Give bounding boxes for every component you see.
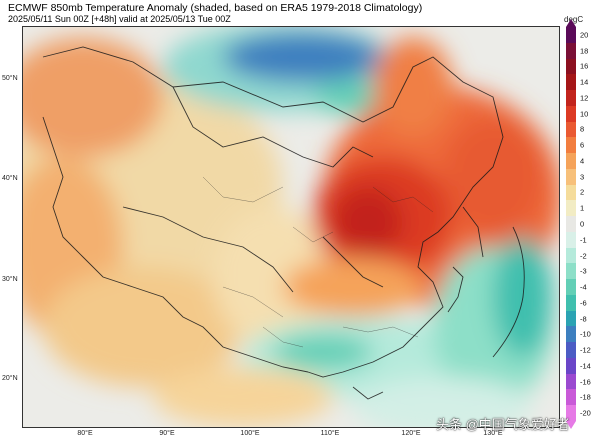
colorbar-tick-label: 1	[580, 203, 585, 213]
colorbar-tick-label: -2	[580, 251, 587, 261]
lon-label-100: 100°E	[240, 430, 260, 437]
coastline-borders	[42, 46, 525, 400]
colorbar-tick-label: -12	[580, 345, 591, 355]
lon-label-90: 90°E	[159, 430, 175, 437]
lon-label-120: 120°E	[401, 430, 421, 437]
watermark: 头条 @中国气象爱好者	[436, 417, 570, 432]
colorbar-tick-label: -20	[580, 408, 591, 418]
lat-label-40: 40°N	[2, 175, 18, 182]
colorbar-tick-label: 16	[580, 61, 589, 71]
colorbar-segment	[566, 105, 576, 123]
lon-label-110: 110°E	[320, 430, 340, 437]
colorbar-tick-label: 20	[580, 30, 589, 40]
colorbar-extend-bottom	[566, 421, 576, 429]
colorbar-segment	[566, 389, 576, 406]
colorbar-segment	[566, 279, 576, 296]
colorbar-tick-label: -3	[580, 266, 587, 276]
colorbar-tick-label: -1	[580, 235, 587, 245]
anomaly-map-canvas	[23, 27, 559, 427]
colorbar-segment	[566, 42, 576, 59]
colorbar-segment	[566, 137, 576, 154]
colorbar-segment	[566, 247, 576, 264]
colorbar-tick-label: -4	[580, 282, 587, 292]
colorbar-tick-label: 0	[580, 219, 585, 229]
colorbar-tick-label: -8	[580, 314, 587, 324]
colorbar-segment	[566, 405, 576, 422]
colorbar-tick-label: 2	[580, 187, 585, 197]
colorbar-segment	[566, 27, 576, 44]
colorbar-segment	[566, 200, 576, 217]
lat-label-20: 20°N	[2, 375, 18, 382]
colorbar-tick-label: 10	[580, 109, 589, 119]
colorbar-tick-label: 12	[580, 93, 589, 103]
colorbar-segment	[566, 231, 576, 249]
colorbar-tick-label: 6	[580, 140, 585, 150]
colorbar-segment	[566, 263, 576, 280]
colorbar-tick-label: 8	[580, 124, 585, 134]
lat-label-50: 50°N	[2, 75, 18, 82]
colorbar-tick-label: 18	[580, 46, 589, 56]
colorbar-segment	[566, 74, 576, 91]
colorbar-segment	[566, 184, 576, 201]
colorbar-segment	[566, 357, 576, 375]
colorbar-segment	[566, 153, 576, 170]
colorbar-tick-label: -6	[580, 298, 587, 308]
colorbar-tick-label: 4	[580, 156, 585, 166]
colorbar-segment	[566, 168, 576, 186]
colorbar-tick-label: 3	[580, 172, 585, 182]
lon-label-80: 80°E	[77, 430, 93, 437]
colorbar-segment	[566, 326, 576, 343]
colorbar-tick-label: -16	[580, 377, 591, 387]
map-title: ECMWF 850mb Temperature Anomaly (shaded,…	[8, 2, 423, 14]
colorbar-segment	[566, 310, 576, 327]
lon-label-130: 130°E	[483, 430, 503, 437]
colorbar	[566, 27, 576, 422]
colorbar-segment	[566, 373, 576, 390]
colorbar-extend-top	[566, 19, 576, 27]
colorbar-segment	[566, 216, 576, 233]
lat-label-30: 30°N	[2, 276, 18, 283]
colorbar-segment	[566, 342, 576, 359]
colorbar-tick-label: -18	[580, 392, 591, 402]
map-subtitle: 2025/05/11 Sun 00Z [+48h] valid at 2025/…	[8, 14, 231, 24]
colorbar-segment	[566, 121, 576, 138]
anomaly-map	[22, 26, 560, 428]
colorbar-segment	[566, 294, 576, 312]
colorbar-segment	[566, 90, 576, 107]
colorbar-tick-label: 14	[580, 77, 589, 87]
colorbar-tick-label: -14	[580, 361, 591, 371]
colorbar-segment	[566, 58, 576, 75]
colorbar-tick-label: -10	[580, 329, 591, 339]
